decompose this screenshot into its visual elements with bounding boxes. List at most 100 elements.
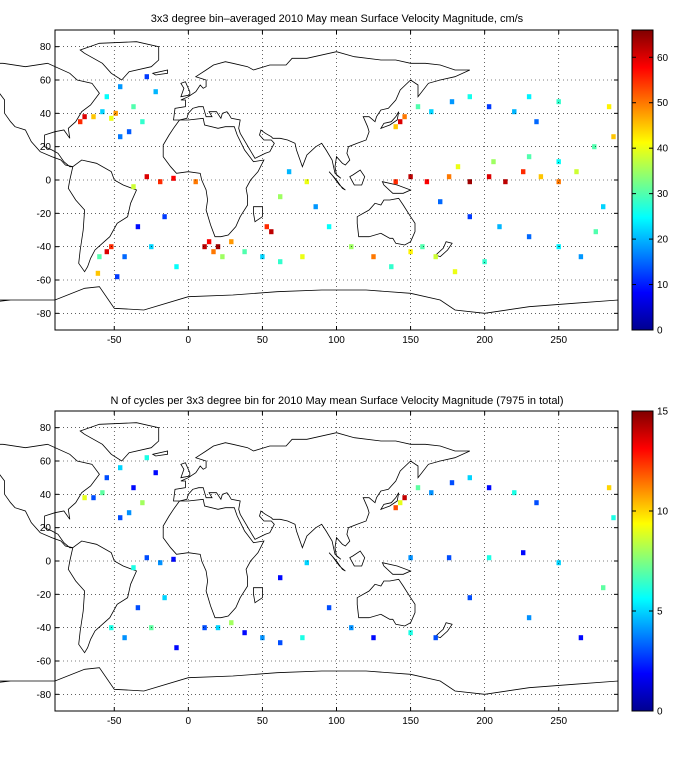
bin-cell — [260, 635, 265, 641]
bin-cell — [158, 179, 163, 185]
x-tick-label: 0 — [186, 716, 192, 727]
bin-cell — [402, 495, 407, 501]
bin-cell — [131, 104, 136, 110]
bin-cell — [593, 229, 598, 235]
bin-cell — [449, 480, 455, 486]
bin-cell — [556, 159, 561, 165]
bin-cell — [538, 174, 544, 180]
bin-cell — [601, 204, 606, 210]
bin-cell — [153, 89, 158, 95]
bin-cell — [438, 199, 443, 205]
bin-cell — [326, 224, 332, 230]
bin-cell — [278, 640, 283, 646]
bin-cell — [393, 505, 398, 511]
bin-cell — [371, 254, 376, 260]
bin-cell — [497, 224, 502, 230]
bin-cell — [486, 555, 492, 561]
bin-cell — [415, 104, 421, 110]
bin-cell — [242, 630, 247, 636]
bin-cell — [455, 164, 461, 170]
x-tick-label: 200 — [476, 716, 493, 727]
bin-cell — [429, 490, 434, 496]
y-tick-label: 40 — [40, 109, 52, 120]
coastline-2 — [79, 41, 160, 81]
bin-cell — [140, 500, 145, 506]
bin-cell — [122, 635, 127, 641]
bin-cell — [202, 625, 207, 631]
bin-cell — [486, 104, 492, 110]
coastline-7 — [328, 552, 346, 572]
bin-cell — [158, 560, 163, 566]
bin-cell — [135, 605, 141, 611]
y-tick-label: -80 — [37, 309, 52, 320]
bin-cell — [408, 174, 413, 180]
y-tick-label: 60 — [40, 76, 52, 87]
bin-cell — [611, 134, 616, 140]
bin-cell — [171, 556, 176, 562]
bin-cell — [415, 485, 421, 491]
y-tick-label: 20 — [40, 142, 52, 153]
bin-cell — [278, 575, 283, 581]
bin-cell — [606, 485, 612, 491]
x-tick-label: 50 — [257, 335, 269, 346]
bin-cell — [491, 159, 496, 165]
bin-cell — [229, 620, 234, 626]
bin-cell — [521, 550, 526, 556]
chart-2-land-outline — [0, 422, 619, 712]
colorbar-gradient — [631, 410, 654, 712]
y-tick-label: -60 — [37, 276, 52, 287]
coastline-3 — [162, 498, 265, 619]
x-tick-label: 100 — [328, 716, 345, 727]
bin-cell — [449, 99, 455, 105]
y-tick-label: 80 — [40, 42, 52, 53]
y-tick-label: -60 — [37, 657, 52, 668]
bin-cell — [408, 555, 413, 561]
bin-cell — [100, 490, 105, 496]
coastline-1 — [67, 159, 138, 273]
bin-cell — [512, 109, 517, 115]
chart-2-colorbar: 0 5 10 15 — [631, 407, 669, 718]
bin-cell — [82, 114, 87, 120]
bin-cell — [433, 254, 438, 260]
bin-cell — [286, 169, 292, 175]
coastline-7 — [328, 171, 346, 191]
bin-cell — [467, 595, 472, 601]
chart-1-title: 3x3 degree bin–averaged 2010 May mean Su… — [151, 13, 524, 25]
bin-cell — [260, 254, 265, 260]
bin-cell — [126, 510, 132, 516]
bin-cell — [611, 515, 616, 521]
coastline-5 — [356, 197, 416, 246]
bin-cell — [220, 254, 225, 260]
colorbar-tick-label: 60 — [657, 53, 669, 64]
bin-cell — [486, 485, 492, 491]
bin-cell — [420, 244, 425, 250]
bin-cell — [144, 455, 149, 461]
bin-cell — [78, 119, 83, 125]
bin-cell — [109, 115, 114, 121]
bin-cell — [97, 254, 102, 260]
bin-cell — [408, 249, 413, 255]
bin-cell — [304, 179, 309, 185]
x-tick-label: 0 — [186, 335, 192, 346]
bin-cell — [144, 74, 149, 80]
bin-cell — [264, 224, 269, 230]
bin-cell — [512, 490, 517, 496]
bin-cell — [131, 485, 136, 491]
x-tick-label: -50 — [107, 335, 122, 346]
bin-cell — [526, 94, 532, 100]
bin-cell — [100, 109, 105, 115]
bin-cell — [211, 249, 216, 255]
coastline-12 — [379, 492, 400, 511]
bin-cell — [452, 269, 458, 275]
bin-cell — [446, 174, 452, 180]
bin-cell — [126, 129, 132, 135]
bin-cell — [526, 615, 532, 621]
bin-cell — [526, 234, 532, 240]
bin-cell — [162, 214, 167, 220]
bin-cell — [278, 259, 283, 265]
y-tick-label: 40 — [40, 490, 52, 501]
bin-cell — [574, 169, 579, 175]
bin-cell — [206, 239, 212, 245]
colorbar-tick-label: 5 — [657, 607, 663, 618]
